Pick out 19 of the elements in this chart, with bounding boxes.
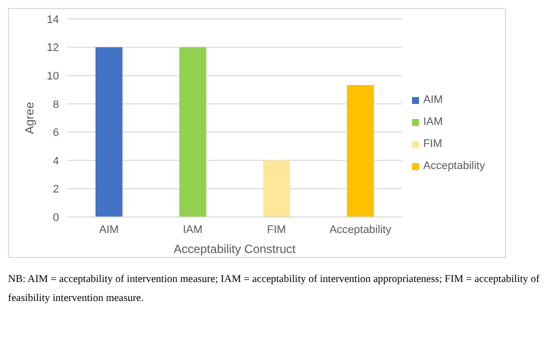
y-tick-label: 10	[46, 70, 59, 82]
legend-label: Acceptability	[423, 160, 485, 172]
x-tick-label: FIM	[267, 224, 286, 236]
x-tick-label: IAM	[182, 224, 202, 236]
y-tick-label: 6	[52, 127, 59, 140]
x-tick-label: AIM	[99, 224, 119, 236]
y-tick-label: 2	[52, 184, 59, 196]
y-tick-label: 4	[52, 155, 59, 168]
legend-label: IAM	[423, 116, 443, 128]
legend-label: AIM	[423, 94, 443, 106]
y-axis-title: Agree	[22, 102, 36, 134]
y-tick-label: 8	[52, 98, 59, 111]
y-tick-label: 0	[52, 212, 59, 224]
y-tick-label: 12	[46, 42, 59, 54]
x-axis-title: Acceptability Construct	[174, 242, 296, 256]
text: NB: AIM = acceptability of intervention measure; IAM = acceptability of intervention appropriateness; FIM = acceptability of feasibility intervention measure.	[8, 273, 541, 306]
y-tick-label: 14	[46, 14, 59, 26]
legend-label: FIM	[423, 138, 442, 150]
x-tick-label: Acceptability	[329, 224, 392, 236]
